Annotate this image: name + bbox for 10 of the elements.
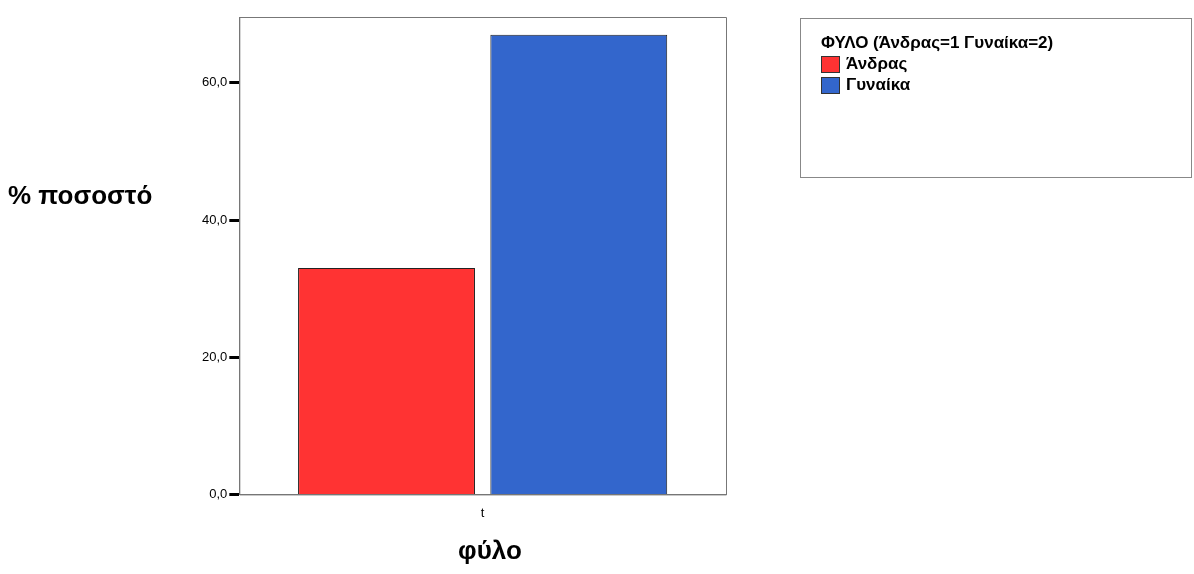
y-tick-label: 20,0 [201, 348, 228, 364]
y-axis-title: % ποσοστό [8, 180, 153, 211]
legend-label: Άνδρας [846, 54, 908, 74]
legend-title: ΦΥΛΟ (Άνδρας=1 Γυναίκα=2) [821, 33, 1055, 53]
x-tick-label: t [480, 504, 485, 520]
legend-label: Γυναίκα [846, 75, 911, 95]
y-tick-label: 0,0 [209, 485, 228, 501]
x-axis-title: φύλο [457, 535, 523, 566]
y-tick-label: 60,0 [201, 74, 228, 90]
y-tick-label: 40,0 [201, 211, 228, 227]
